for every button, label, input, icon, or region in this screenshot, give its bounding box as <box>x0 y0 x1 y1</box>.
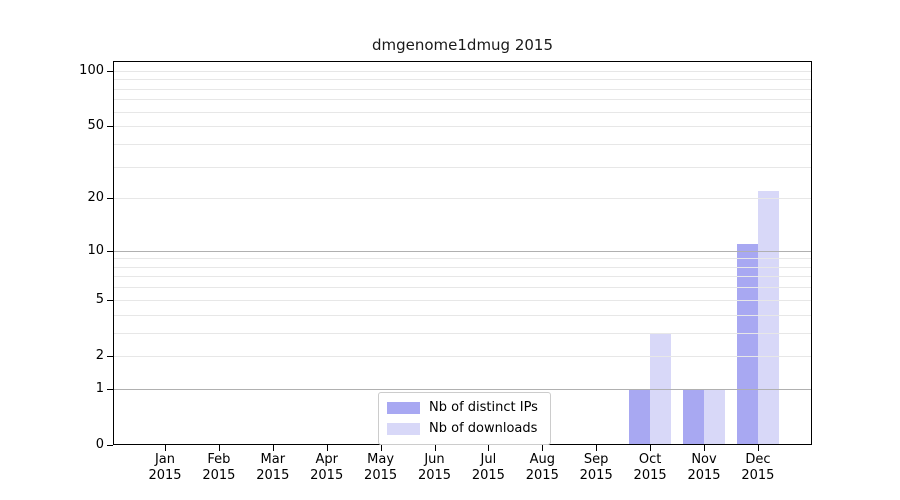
x-tick-year: 2015 <box>417 468 452 483</box>
y-tick-label: 100 <box>79 62 104 78</box>
legend-label: Nb of distinct IPs <box>429 400 538 415</box>
gridline-minor <box>113 314 812 316</box>
x-tick-label: Nov 2015 <box>676 452 732 484</box>
gridline-minor <box>113 88 812 90</box>
x-tick-mark <box>542 445 544 451</box>
y-tick-mark <box>107 355 113 357</box>
x-tick-label: Jan 2015 <box>137 452 193 484</box>
y-tick-label: 50 <box>87 118 104 134</box>
x-tick-label: Dec 2015 <box>730 452 786 484</box>
y-tick-label: 2 <box>95 347 104 363</box>
x-tick-year: 2015 <box>310 468 344 483</box>
x-tick-mark <box>757 445 759 451</box>
gridline-minor <box>113 332 812 334</box>
gridline-major <box>113 388 812 390</box>
y-tick-mark <box>107 70 113 72</box>
gridline-minor <box>113 70 812 72</box>
bar-ips <box>736 243 758 445</box>
y-tick-mark <box>107 388 113 390</box>
x-tick-mark <box>596 445 598 451</box>
x-tick-label: Jul 2015 <box>460 452 516 484</box>
x-tick-month: Oct <box>638 452 662 467</box>
y-tick-label: 10 <box>87 242 104 258</box>
gridline-minor <box>113 276 812 278</box>
legend-row: Nb of downloads <box>387 421 538 437</box>
y-tick-mark <box>107 198 113 200</box>
x-tick-month: Dec <box>745 452 771 467</box>
gridline-minor <box>113 99 812 101</box>
legend-swatch-icon <box>387 402 420 414</box>
y-tick-label: 1 <box>95 380 104 396</box>
x-tick-label: Oct 2015 <box>622 452 678 484</box>
chart-title: dmgenome1dmug 2015 <box>371 36 554 54</box>
gridline-minor <box>113 198 812 200</box>
x-tick-year: 2015 <box>471 468 505 483</box>
y-tick-mark <box>107 250 113 252</box>
y-tick-label: 20 <box>87 190 104 206</box>
bar-ips <box>683 388 704 445</box>
x-tick-month: Jan <box>154 452 176 467</box>
legend-label: Nb of downloads <box>429 421 538 436</box>
x-tick-mark <box>272 445 274 451</box>
x-tick-month: Aug <box>529 452 555 467</box>
gridline-minor <box>113 258 812 260</box>
gridline-minor <box>113 79 812 81</box>
x-tick-mark <box>434 445 436 451</box>
x-tick-label: Mar 2015 <box>245 452 301 484</box>
x-tick-year: 2015 <box>148 468 182 483</box>
legend-row: Nb of distinct IPs <box>387 400 538 416</box>
gridline-minor <box>113 287 812 289</box>
bar-downloads <box>704 388 725 445</box>
x-tick-mark <box>165 445 166 451</box>
x-tick-month: Feb <box>207 452 231 467</box>
y-tick-mark <box>107 299 113 301</box>
x-tick-month: May <box>367 452 395 467</box>
x-tick-mark <box>326 445 328 451</box>
x-tick-month: Nov <box>691 452 717 467</box>
gridline-minor <box>113 166 812 168</box>
x-tick-year: 2015 <box>364 468 398 483</box>
y-tick-label: 0 <box>95 437 104 452</box>
x-tick-mark <box>704 445 705 451</box>
x-tick-year: 2015 <box>633 468 667 483</box>
x-tick-year: 2015 <box>741 468 775 483</box>
x-tick-month: Jul <box>480 452 497 467</box>
x-tick-month: Apr <box>315 452 338 467</box>
bar-downloads <box>650 332 672 445</box>
gridline-minor <box>113 126 812 128</box>
x-tick-year: 2015 <box>525 468 559 483</box>
x-tick-label: Apr 2015 <box>299 452 355 484</box>
x-tick-label: Sep 2015 <box>568 452 624 484</box>
plot-frame <box>113 61 812 445</box>
x-tick-month: Jun <box>424 452 445 467</box>
x-tick-year: 2015 <box>687 468 721 483</box>
x-tick-mark <box>380 445 382 451</box>
y-tick-mark <box>107 126 113 128</box>
y-tick-label: 5 <box>95 291 104 307</box>
x-tick-month: Sep <box>583 452 609 467</box>
bar-downloads <box>757 190 779 445</box>
y-tick-mark <box>107 445 113 446</box>
x-tick-label: May 2015 <box>353 452 409 484</box>
x-tick-mark <box>650 445 652 451</box>
gridline-minor <box>113 111 812 113</box>
legend-swatch-icon <box>387 423 420 435</box>
x-tick-label: Jun 2015 <box>407 452 463 484</box>
gridline-minor <box>113 299 812 301</box>
x-tick-year: 2015 <box>256 468 290 483</box>
gridline-minor <box>113 355 812 357</box>
gridline-major <box>113 250 812 252</box>
x-tick-label: Feb 2015 <box>191 452 247 484</box>
x-tick-month: Mar <box>260 452 286 467</box>
bar-ips <box>629 388 651 445</box>
x-tick-year: 2015 <box>202 468 236 483</box>
gridline-minor <box>113 143 812 145</box>
gridline-minor <box>113 266 812 268</box>
x-tick-year: 2015 <box>579 468 613 483</box>
x-tick-mark <box>488 445 490 451</box>
x-tick-label: Aug 2015 <box>514 452 570 484</box>
legend: Nb of distinct IPs Nb of downloads <box>378 392 551 445</box>
x-tick-mark <box>218 445 220 451</box>
